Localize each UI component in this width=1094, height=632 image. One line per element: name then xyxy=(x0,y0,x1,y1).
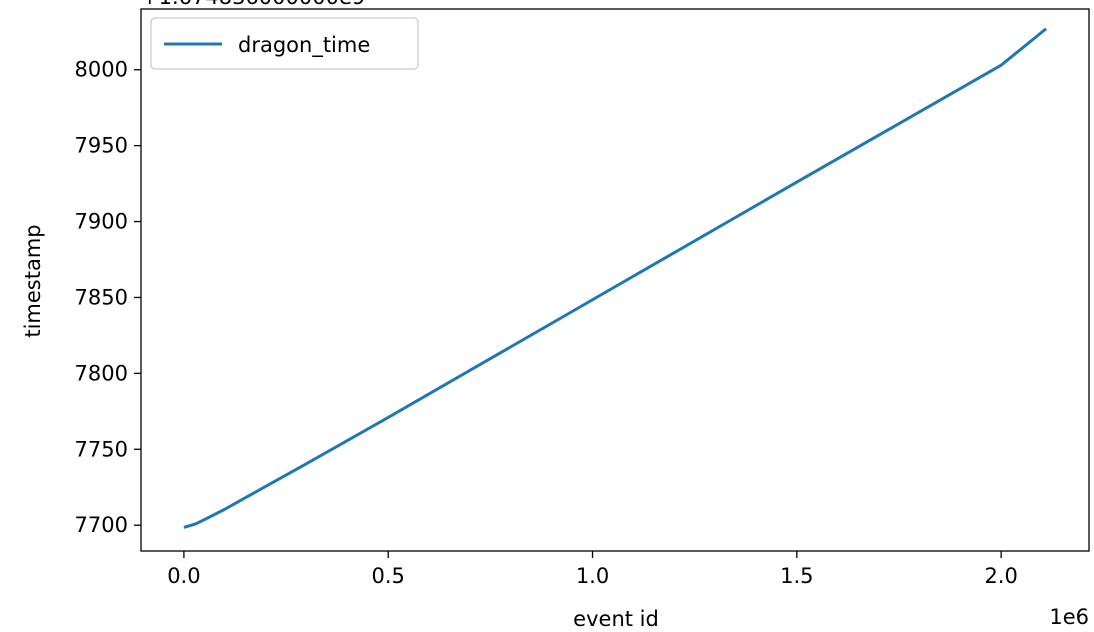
y-offset-text: +1.674836000000e9 xyxy=(141,0,365,9)
axis-ticks: 0.0 0.5 1.0 1.5 2.0 7700 7750 7800 7850 7900 7950 8… xyxy=(75,58,1018,588)
y-tick-label: 7750 xyxy=(75,437,128,461)
legend: dragon_time xyxy=(150,17,419,70)
x-tick-label: 1.0 xyxy=(576,564,609,588)
series-line-dragon-time xyxy=(183,27,1048,529)
y-tick-label: 7850 xyxy=(75,285,128,309)
y-axis-label: timestamp xyxy=(21,224,45,337)
legend-box xyxy=(150,17,419,70)
x-tick-label: 0.5 xyxy=(372,564,405,588)
x-tick-label: 1.5 xyxy=(780,564,813,588)
y-tick-label: 7950 xyxy=(75,134,128,158)
x-axis-label: event id xyxy=(573,607,659,631)
y-tick-label: 7900 xyxy=(75,210,128,234)
y-tick-label: 8000 xyxy=(75,58,128,82)
plot-area-frame xyxy=(140,8,1090,552)
x-tick-label: 0.0 xyxy=(167,564,200,588)
legend-label-dragon-time: dragon_time xyxy=(238,33,370,58)
y-tick-label: 7700 xyxy=(75,513,128,537)
x-offset-text: 1e6 xyxy=(1049,605,1089,629)
x-tick-label: 2.0 xyxy=(984,564,1017,588)
y-tick-label: 7800 xyxy=(75,361,128,385)
